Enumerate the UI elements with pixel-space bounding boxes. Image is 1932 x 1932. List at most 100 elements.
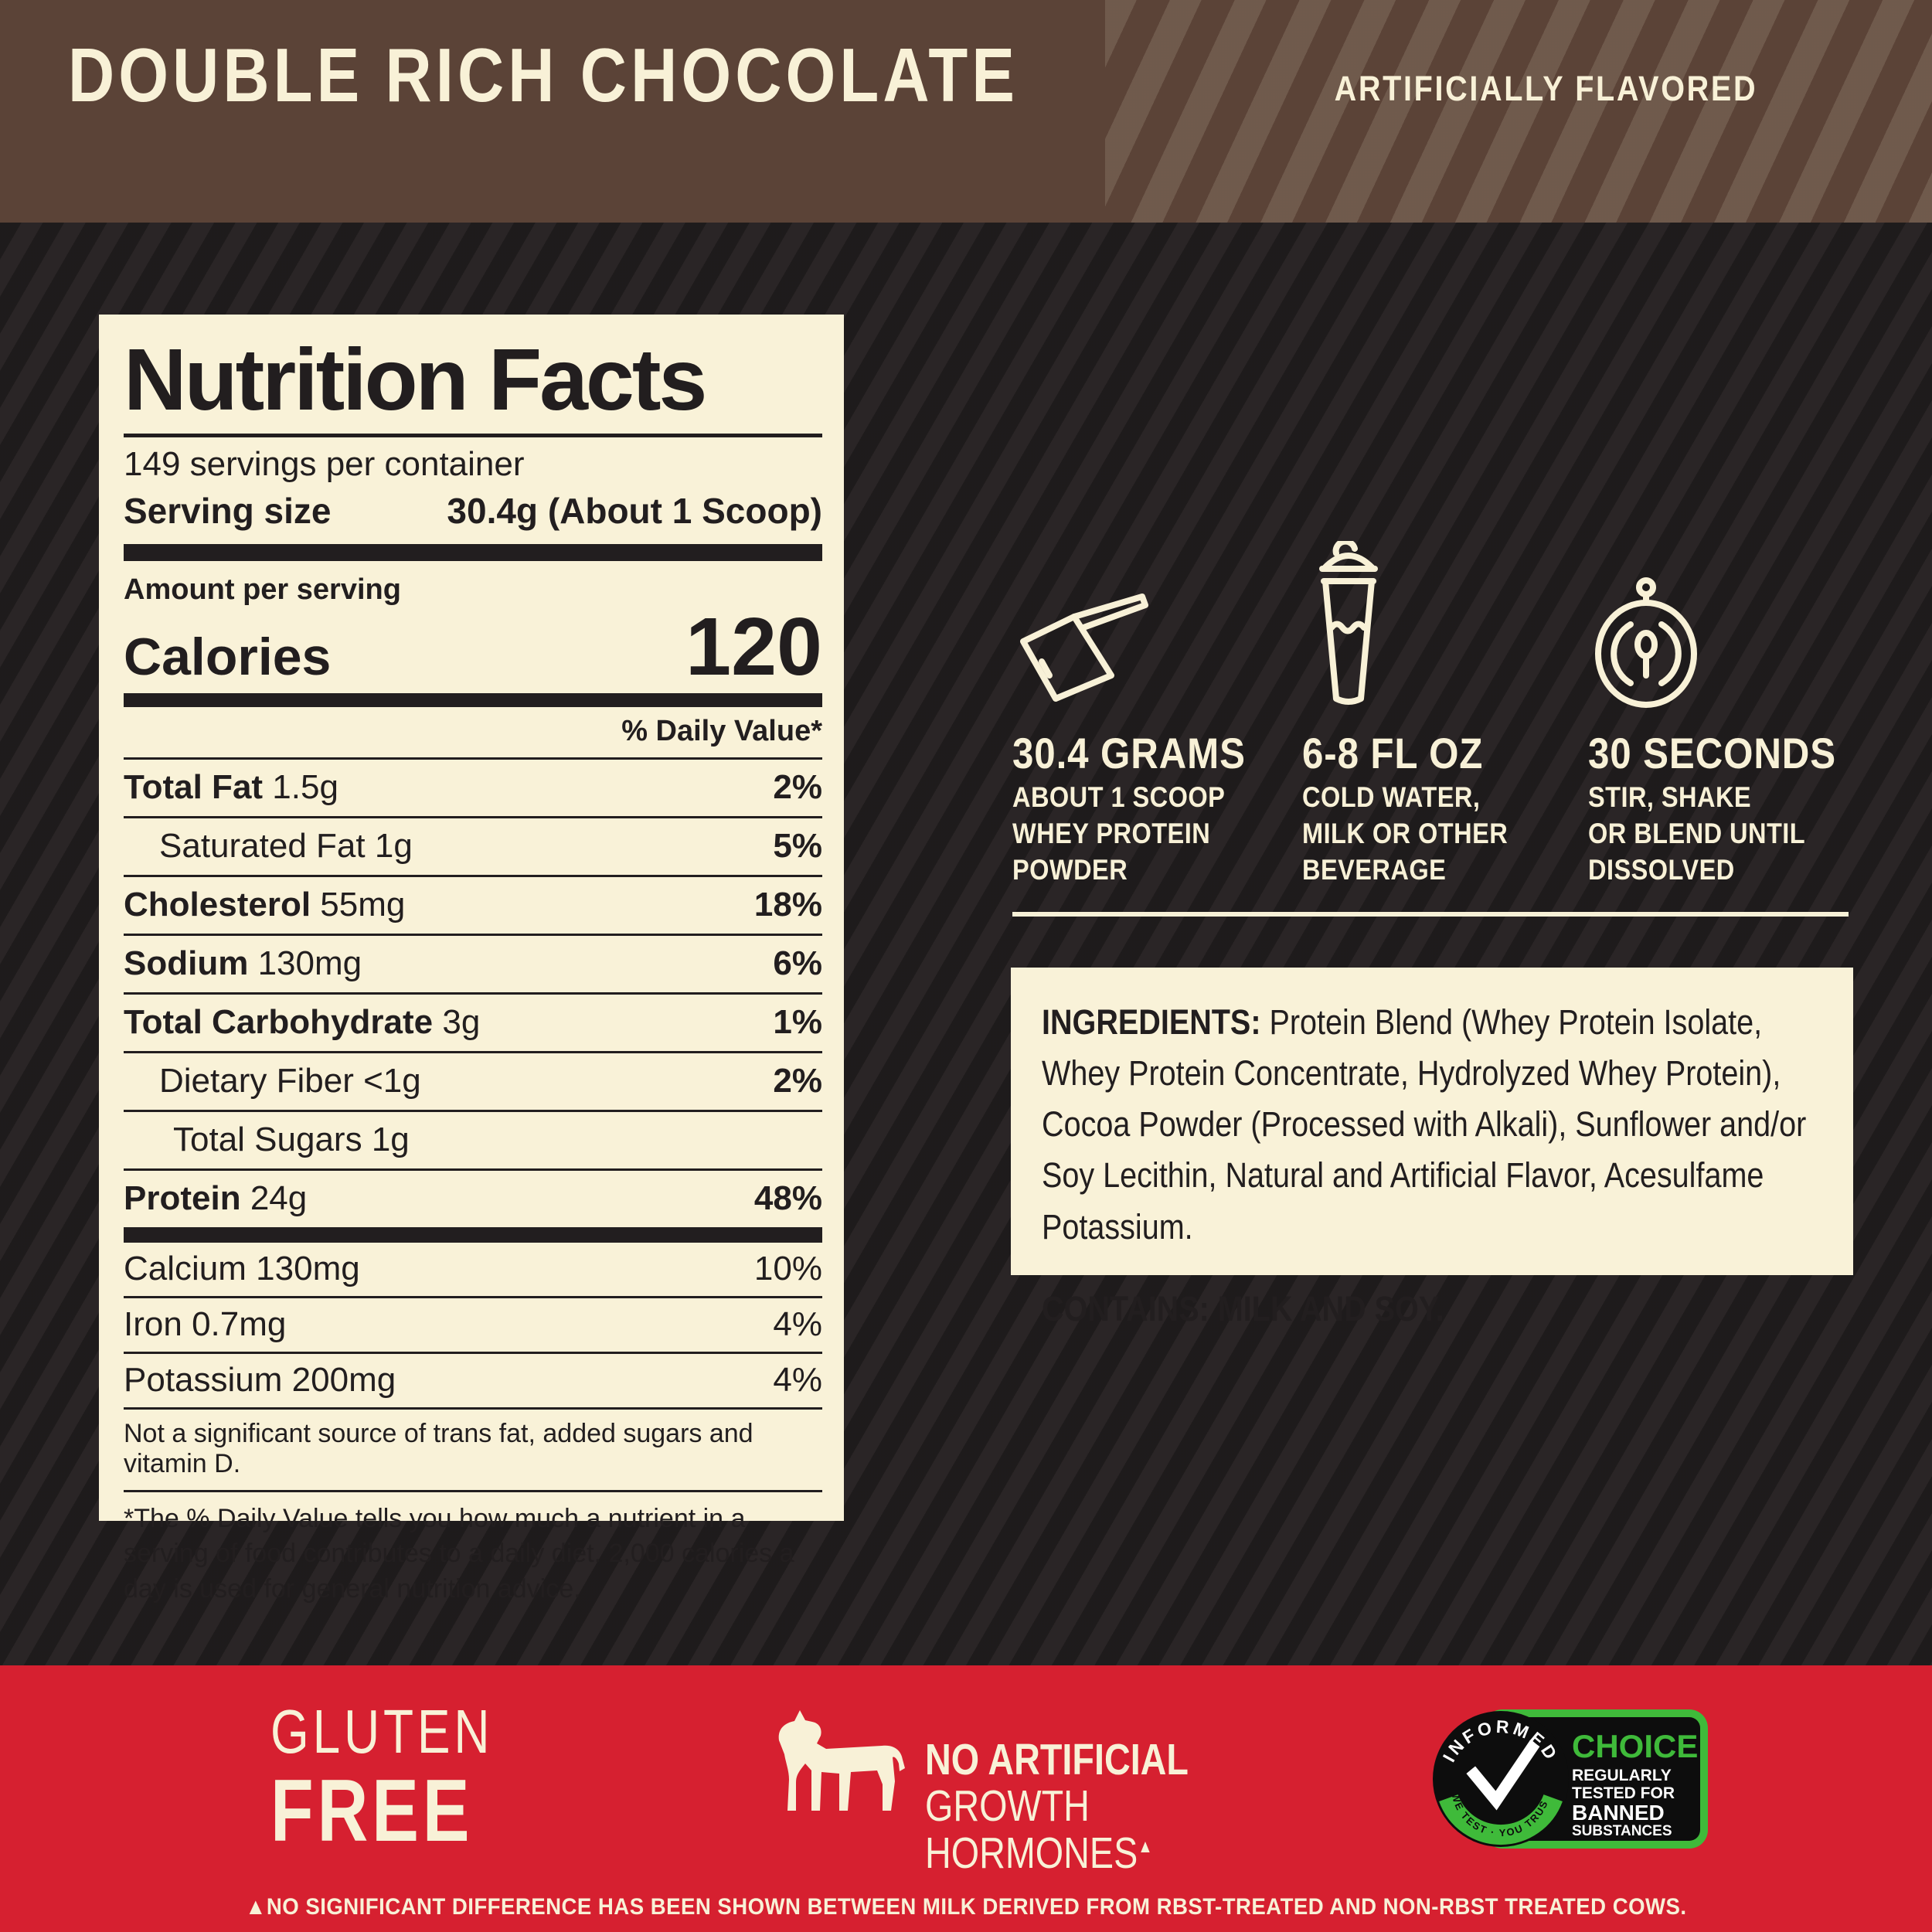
flavor-name: DOUBLE RICH CHOCOLATE bbox=[68, 37, 1186, 113]
hormones-line: NO ARTIFICIAL bbox=[925, 1735, 1189, 1784]
nutrient-amount: <1g bbox=[363, 1061, 421, 1100]
nutrient-row-total-fat: Total Fat 1.5g 2% bbox=[124, 760, 822, 818]
serving-size-value: 30.4g (About 1 Scoop) bbox=[447, 490, 822, 531]
step-line: OR BLEND UNTIL bbox=[1588, 818, 1806, 850]
informed-choice-badge: INFORMED WE TEST · YOU TRUST CHOICE REGU… bbox=[1426, 1700, 1708, 1852]
step-heading: 6-8 FL OZ bbox=[1302, 729, 1484, 777]
nutrient-label: Cholesterol bbox=[124, 885, 311, 923]
nutrient-label: Total Carbohydrate bbox=[124, 1002, 434, 1041]
ingredients-label: INGREDIENTS: bbox=[1042, 1002, 1261, 1042]
shaker-icon bbox=[1302, 541, 1580, 709]
nutrient-row-dietary-fiber: Dietary Fiber <1g 2% bbox=[124, 1053, 822, 1112]
step-line: COLD WATER, bbox=[1302, 781, 1481, 813]
choice-line: REGULARLY bbox=[1572, 1767, 1672, 1784]
nutrient-dv: 2% bbox=[773, 767, 822, 806]
mineral-row-iron: Iron 0.7mg 4% bbox=[124, 1298, 822, 1354]
amount-per-serving-label: Amount per serving bbox=[124, 573, 401, 606]
step-line: WHEY PROTEIN bbox=[1012, 818, 1211, 850]
step-heading: 30.4 GRAMS bbox=[1012, 729, 1246, 777]
nutrient-amount: 130mg bbox=[257, 944, 362, 982]
nutrient-amount: 1.5g bbox=[272, 767, 338, 806]
nutrient-amount: 3g bbox=[442, 1002, 481, 1041]
no-hormones-claim: NO ARTIFICIAL GROWTH HORMONES▲ bbox=[925, 1736, 1247, 1876]
nutrient-row-total-sugars: Total Sugars 1g bbox=[124, 1112, 822, 1171]
step-shaker: 6-8 FL OZ COLD WATER, MILK OR OTHER BEVE… bbox=[1302, 541, 1580, 887]
nutrient-row-cholesterol: Cholesterol 55mg 18% bbox=[124, 877, 822, 936]
nutrient-label: Protein bbox=[124, 1179, 241, 1217]
servings-per-container: 149 servings per container bbox=[124, 444, 525, 483]
step-stopwatch: 30 SECONDS STIR, SHAKE OR BLEND UNTIL DI… bbox=[1588, 541, 1866, 887]
ingredients-box: INGREDIENTS: Protein Blend (Whey Protein… bbox=[1011, 968, 1853, 1328]
nutrient-amount: 1g bbox=[374, 826, 413, 865]
mineral-label: Iron bbox=[124, 1304, 182, 1343]
step-line: POWDER bbox=[1012, 854, 1128, 886]
banner-diagonal-stripes bbox=[1105, 0, 1932, 223]
certification-band: GLUTEN FREE NO ARTIFICIAL GROWTH HORMONE… bbox=[0, 1665, 1932, 1932]
step-line: ABOUT 1 SCOOP bbox=[1012, 781, 1226, 813]
mineral-dv: 4% bbox=[773, 1304, 822, 1343]
gluten-word: GLUTEN bbox=[270, 1697, 494, 1766]
rbst-disclaimer-text: ▲NO SIGNIFICANT DIFFERENCE HAS BEEN SHOW… bbox=[245, 1894, 1687, 1920]
nutrient-label: Sodium bbox=[124, 944, 249, 982]
nutrient-dv: 6% bbox=[773, 944, 822, 982]
ingredients-list: Protein Blend (Whey Protein Isolate, Whe… bbox=[1042, 1002, 1807, 1247]
step-line: STIR, SHAKE bbox=[1588, 781, 1752, 813]
flavor-note: ARTIFICIALLY FLAVORED bbox=[1277, 71, 1757, 106]
mineral-row-calcium: Calcium 130mg 10% bbox=[124, 1243, 822, 1298]
mineral-label: Potassium bbox=[124, 1360, 283, 1399]
choice-line: TESTED FOR bbox=[1572, 1784, 1675, 1802]
nutrient-label: Dietary Fiber bbox=[159, 1061, 354, 1100]
nutrient-label: Saturated Fat bbox=[159, 826, 366, 865]
stopwatch-icon bbox=[1588, 541, 1866, 709]
step-line: BEVERAGE bbox=[1302, 854, 1447, 886]
nutrient-amount: 1g bbox=[371, 1120, 410, 1158]
nutrient-label: Total Fat bbox=[124, 767, 264, 806]
divider-bar bbox=[124, 1226, 822, 1243]
calories-label: Calories bbox=[124, 627, 332, 686]
nutrient-label: Total Sugars bbox=[173, 1120, 362, 1158]
daily-value-header: % Daily Value* bbox=[124, 707, 822, 760]
insignificant-source-note: Not a significant source of trans fat, a… bbox=[124, 1410, 822, 1492]
calories-value: 120 bbox=[685, 600, 822, 692]
step-line: MILK OR OTHER bbox=[1302, 818, 1509, 850]
flavor-banner: DOUBLE RICH CHOCOLATE ARTIFICIALLY FLAVO… bbox=[0, 0, 1932, 223]
flavor-note-text: ARTIFICIALLY FLAVORED bbox=[1334, 69, 1757, 108]
scoop-icon bbox=[1012, 541, 1291, 709]
step-scoop: 30.4 GRAMS ABOUT 1 SCOOP WHEY PROTEIN PO… bbox=[1012, 541, 1291, 887]
choice-line: SUBSTANCES bbox=[1572, 1823, 1672, 1839]
gluten-free-badge: GLUTEN FREE bbox=[270, 1701, 549, 1855]
ingredients-text: INGREDIENTS: Protein Blend (Whey Protein… bbox=[1042, 997, 1823, 1253]
choice-line: BANNED bbox=[1572, 1801, 1665, 1825]
serving-size-label: Serving size bbox=[124, 490, 332, 531]
flavor-name-text: DOUBLE RICH CHOCOLATE bbox=[68, 32, 1019, 117]
hormones-line: GROWTH bbox=[925, 1781, 1090, 1832]
mineral-row-potassium: Potassium 200mg 4% bbox=[124, 1354, 822, 1410]
step-line: DISSOLVED bbox=[1588, 854, 1735, 886]
calories-row: Calories 120 bbox=[124, 600, 822, 692]
choice-text: CHOICE bbox=[1572, 1728, 1698, 1764]
nutrient-row-protein: Protein 24g 48% bbox=[124, 1171, 822, 1227]
divider-bar bbox=[124, 543, 822, 561]
contains-statement: CONTAINS: MILK AND SOY. bbox=[1042, 1288, 1444, 1328]
cow-icon bbox=[761, 1709, 916, 1835]
free-word: FREE bbox=[270, 1762, 474, 1860]
nutrient-amount: 55mg bbox=[320, 885, 406, 923]
nutrient-row-saturated-fat: Saturated Fat 1g 5% bbox=[124, 818, 822, 877]
hormones-footnote-marker: ▲ bbox=[1138, 1835, 1153, 1857]
nutrient-amount: 24g bbox=[250, 1179, 308, 1217]
rbst-disclaimer: ▲NO SIGNIFICANT DIFFERENCE HAS BEEN SHOW… bbox=[0, 1894, 1932, 1920]
mineral-dv: 10% bbox=[753, 1249, 822, 1287]
nutrient-dv: 48% bbox=[753, 1179, 822, 1217]
nutrient-dv: 18% bbox=[753, 885, 822, 923]
nutrient-dv: 1% bbox=[773, 1002, 822, 1041]
serving-size-row: Serving size 30.4g (About 1 Scoop) bbox=[124, 490, 822, 532]
nutrient-dv: 2% bbox=[773, 1061, 822, 1100]
directions-ingredients-divider bbox=[1012, 912, 1849, 917]
nutrient-dv: 5% bbox=[773, 826, 822, 865]
nutrient-row-total-carbohydrate: Total Carbohydrate 3g 1% bbox=[124, 995, 822, 1053]
mineral-amount: 200mg bbox=[291, 1360, 396, 1399]
step-heading: 30 SECONDS bbox=[1588, 729, 1837, 777]
hormones-line: HORMONES bbox=[925, 1828, 1138, 1878]
nutrition-facts-panel: Nutrition Facts 149 servings per contain… bbox=[99, 315, 844, 1604]
